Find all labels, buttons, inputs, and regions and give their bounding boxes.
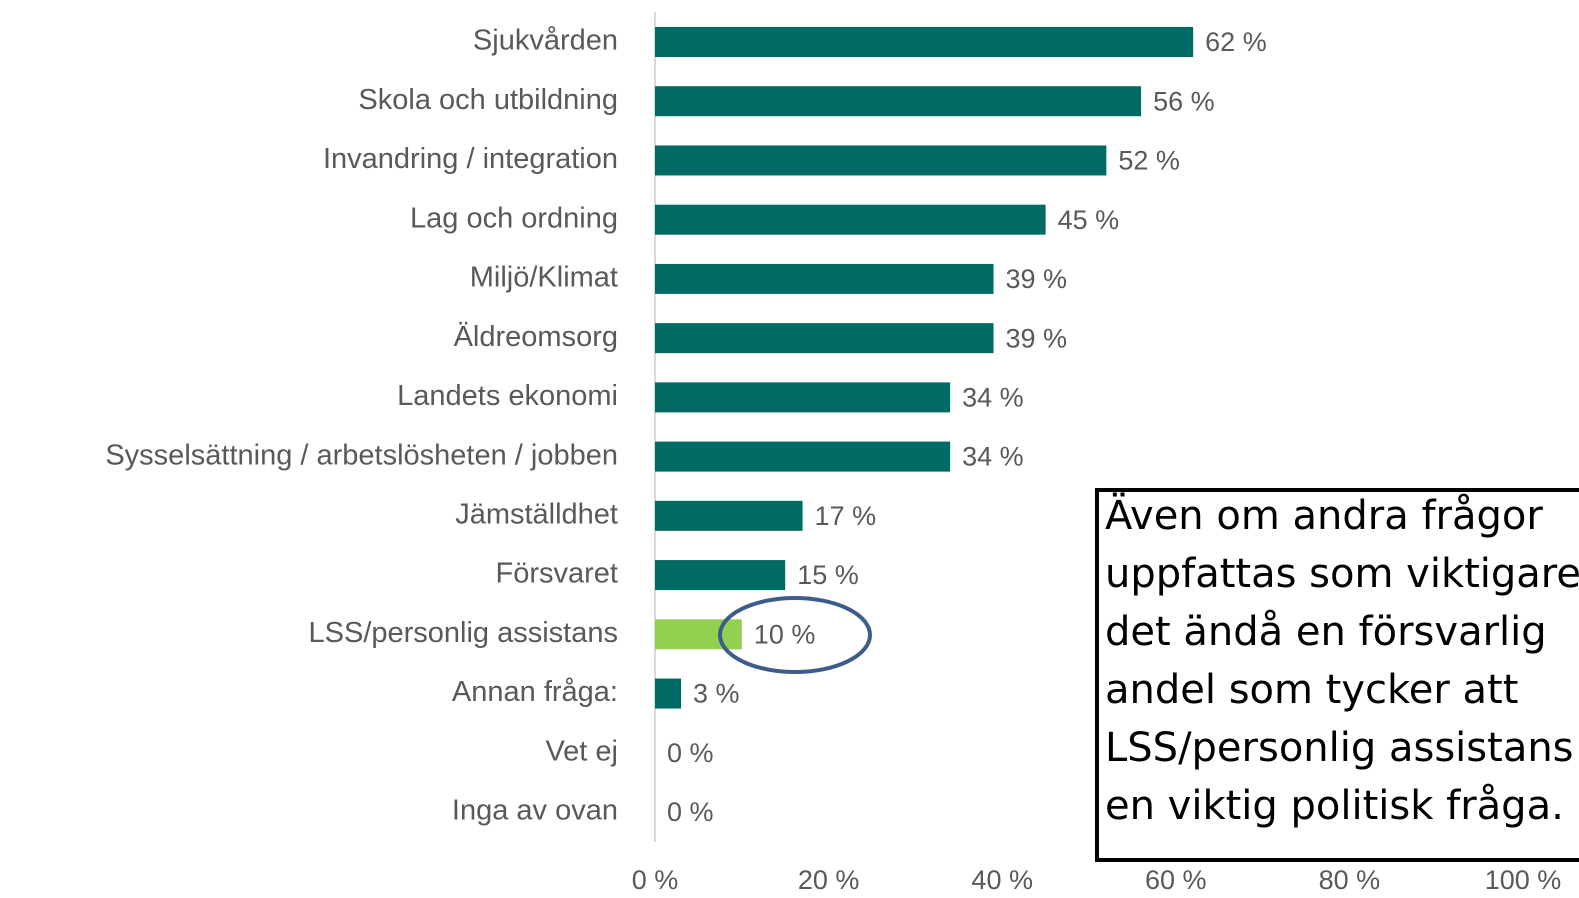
bar <box>655 323 994 354</box>
bar <box>655 86 1142 117</box>
category-label: Jämställdhet <box>455 498 618 530</box>
bar <box>655 441 951 472</box>
value-label: 3 % <box>693 679 740 709</box>
category-label: Landets ekonomi <box>397 380 618 412</box>
x-tick-label: 40 % <box>971 865 1033 895</box>
bar <box>655 27 1194 57</box>
category-label: LSS/personlig assistans <box>309 617 619 649</box>
category-label: Inga av ovan <box>452 795 618 827</box>
annotation-line: Även om andra frågor <box>1105 491 1543 539</box>
annotation-box <box>1095 488 1579 862</box>
value-label: 34 % <box>962 383 1024 413</box>
value-label: 10 % <box>754 619 816 649</box>
value-label: 45 % <box>1058 205 1120 235</box>
value-label: 39 % <box>1006 264 1068 294</box>
annotation-line: uppfattas som viktigare <box>1105 551 1579 597</box>
bar <box>655 678 682 709</box>
category-label: Skola och utbildning <box>358 84 618 116</box>
value-label: 15 % <box>797 560 859 590</box>
x-tick-label: 80 % <box>1319 865 1381 895</box>
value-label: 39 % <box>1006 323 1068 353</box>
category-label: Miljö/Klimat <box>470 262 618 294</box>
annotation-line: LSS/personlig assistans <box>1105 725 1574 771</box>
x-tick-label: 20 % <box>798 865 860 895</box>
x-tick-label: 0 % <box>632 865 679 895</box>
bar <box>655 263 994 294</box>
category-label: Vet ej <box>545 735 618 767</box>
value-label: 56 % <box>1153 86 1215 116</box>
value-label: 0 % <box>667 797 714 827</box>
annotation-line: det ändå en försvarlig <box>1105 609 1547 655</box>
bar <box>655 500 803 531</box>
category-label: Sjukvården <box>473 25 618 57</box>
bar <box>655 204 1046 235</box>
annotation-line: andel som tycker att <box>1105 667 1518 713</box>
bar <box>655 382 951 413</box>
category-label: Äldreomsorg <box>454 321 618 353</box>
bar <box>655 619 742 650</box>
category-label: Invandring / integration <box>323 143 618 175</box>
value-label: 52 % <box>1118 146 1180 176</box>
value-label: 34 % <box>962 442 1024 472</box>
bar <box>655 145 1107 176</box>
value-label: 17 % <box>815 501 877 531</box>
annotation-line: en viktig politisk fråga. <box>1105 783 1564 829</box>
value-label: 62 % <box>1205 27 1267 57</box>
bar <box>655 560 786 591</box>
category-label: Lag och ordning <box>410 202 618 234</box>
category-label: Annan fråga: <box>452 676 618 708</box>
highlight-circle <box>718 596 872 674</box>
category-label: Sysselsättning / arbetslösheten / jobben <box>105 439 618 471</box>
category-label: Försvaret <box>496 558 618 590</box>
value-label: 0 % <box>667 738 714 768</box>
x-tick-label: 100 % <box>1485 865 1562 895</box>
x-tick-label: 60 % <box>1145 865 1207 895</box>
